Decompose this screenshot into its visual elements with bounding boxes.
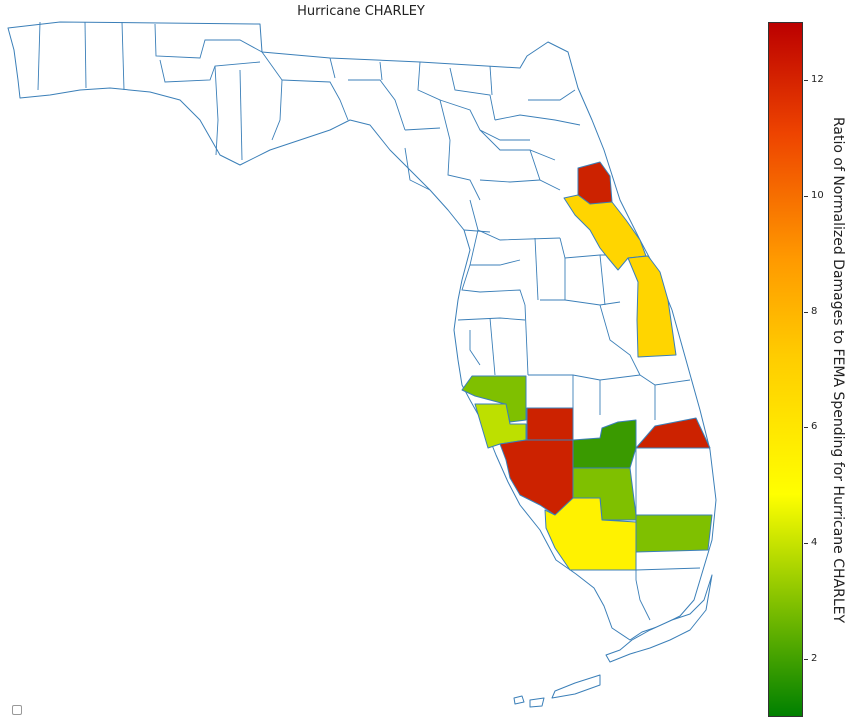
colorbar (768, 22, 803, 717)
map-title: Hurricane CHARLEY (297, 4, 425, 19)
colorbar-tick-label: 4 (811, 537, 818, 549)
keys-islet-1 (513, 695, 525, 705)
colorbar-tick-label: 2 (811, 653, 818, 665)
colorbar-tick (804, 427, 808, 429)
colorbar-tick (804, 543, 808, 545)
keys-tail (551, 674, 601, 699)
county-green-palm-beach (635, 514, 713, 553)
county-dark-red-hardee (526, 407, 574, 441)
colorbar-tick-label: 12 (811, 73, 824, 85)
colorbar-tick-label: 6 (811, 421, 818, 433)
county-dark-red-st-lucie (635, 417, 711, 449)
colorbar-tick-label: 8 (811, 305, 818, 317)
colorbar-label: Ratio of Normalized Damages to FEMA Spen… (830, 116, 846, 624)
colorbar-tick (804, 311, 808, 313)
florida-county-map (7, 21, 717, 708)
colorbar-tick (804, 195, 808, 197)
keys-outline (605, 574, 713, 663)
county-green-hillsborough (461, 375, 527, 423)
county-yellow-orange-brevard (627, 255, 677, 358)
county-dark-red-charlotte (499, 439, 574, 516)
colorbar-tick (804, 79, 808, 81)
colorbar-tick (804, 659, 808, 661)
colorbar-tick-label: 10 (811, 189, 824, 201)
keys-islet-2 (529, 697, 545, 708)
legend-box-icon (12, 705, 22, 715)
county-yellow-green-manatee (474, 403, 527, 449)
